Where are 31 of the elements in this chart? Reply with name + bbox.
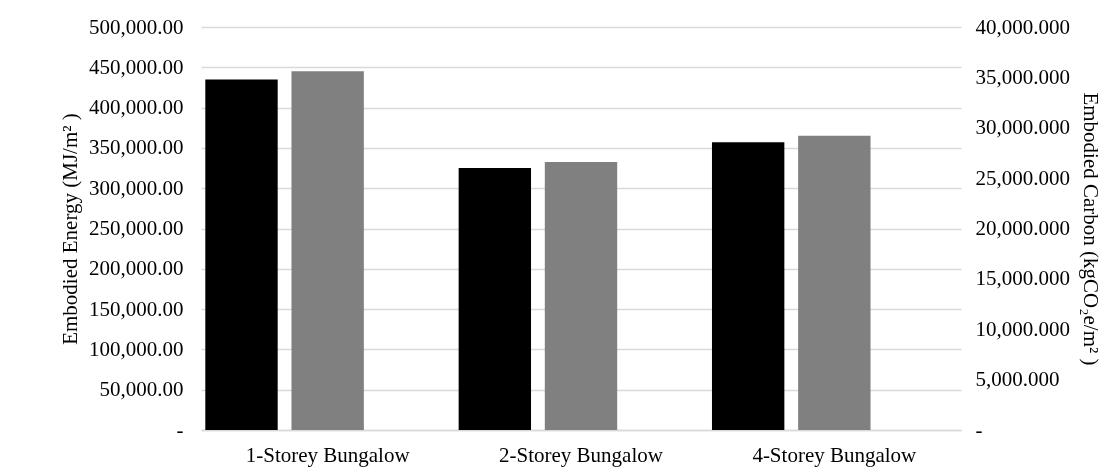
y-tick-label: - <box>176 417 184 442</box>
x-tick-label: 2-Storey Bungalow <box>499 442 664 467</box>
y2-tick-label: 35,000.000 <box>975 64 1070 89</box>
x-tick-label: 4-Storey Bungalow <box>752 442 918 467</box>
y-tick-label: 400,000.00 <box>89 95 184 120</box>
y-tick-label: 300,000.00 <box>89 175 184 200</box>
bar <box>711 142 785 430</box>
y-tick-label: 450,000.00 <box>89 54 184 79</box>
y2-tick-label: 25,000.000 <box>975 165 1070 190</box>
y-tick-label: 200,000.00 <box>89 256 184 281</box>
y2-tick-label: 30,000.000 <box>975 115 1070 140</box>
bar <box>291 71 364 430</box>
bar <box>458 168 532 430</box>
x-tick-label: 1-Storey Bungalow <box>245 442 411 467</box>
y2-tick-label: - <box>975 417 983 442</box>
y-tick-label: 150,000.00 <box>89 296 184 321</box>
y2-tick-label: 5,000.000 <box>975 367 1060 392</box>
y-tick-label: 50,000.00 <box>99 377 184 402</box>
bar <box>205 79 278 430</box>
y-tick-label: 250,000.00 <box>89 216 184 240</box>
bar <box>544 162 618 430</box>
y-tick-label: 500,000.00 <box>89 14 184 39</box>
y2-tick-label: 20,000.000 <box>975 216 1070 240</box>
y2-tick-label: 10,000.000 <box>975 316 1070 341</box>
bar <box>798 135 871 430</box>
y-tick-label: 100,000.00 <box>89 336 184 361</box>
y-axis-title: Embodied Energy (MJ/m² ) <box>58 113 82 345</box>
y2-axis-title: Embodied Carbon (kgCO₂e/m² ) <box>1079 92 1103 366</box>
y-tick-label: 350,000.00 <box>89 135 184 160</box>
y2-tick-label: 40,000.000 <box>975 14 1070 39</box>
y2-tick-label: 15,000.000 <box>975 266 1070 291</box>
